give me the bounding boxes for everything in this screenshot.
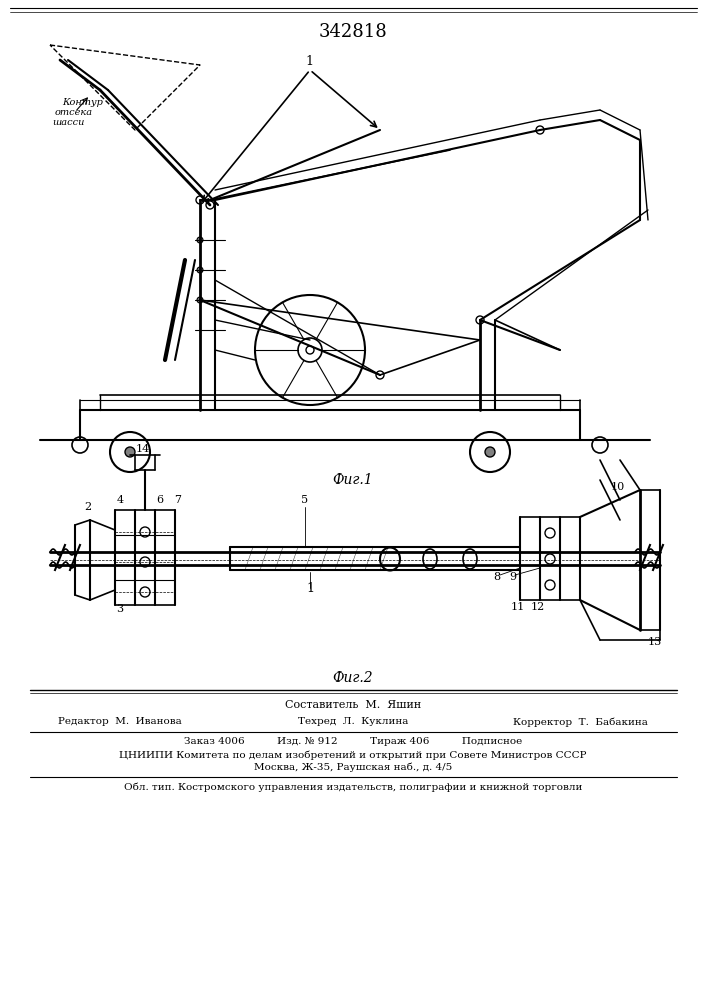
Text: Техред  Л.  Куклина: Техред Л. Куклина — [298, 718, 408, 726]
Circle shape — [197, 297, 203, 303]
Text: 2: 2 — [84, 502, 92, 512]
Circle shape — [125, 447, 135, 457]
Text: 1: 1 — [306, 582, 314, 595]
Text: 6: 6 — [156, 495, 163, 505]
Text: Составитель  М.  Яшин: Составитель М. Яшин — [285, 700, 421, 710]
Text: 7: 7 — [175, 495, 182, 505]
Text: Контур: Контур — [62, 98, 103, 107]
Circle shape — [197, 237, 203, 243]
Text: Редактор  М.  Иванова: Редактор М. Иванова — [58, 718, 182, 726]
Circle shape — [197, 267, 203, 273]
Circle shape — [536, 126, 544, 134]
Text: 11: 11 — [511, 602, 525, 612]
Circle shape — [306, 346, 314, 354]
Circle shape — [485, 447, 495, 457]
Text: 9: 9 — [510, 572, 517, 582]
Text: 8: 8 — [493, 572, 501, 582]
Text: Обл. тип. Костромского управления издательств, полиграфии и книжной торговли: Обл. тип. Костромского управления издате… — [124, 782, 582, 792]
Text: Фиг.1: Фиг.1 — [333, 473, 373, 487]
Text: Корректор  Т.  Бабакина: Корректор Т. Бабакина — [513, 717, 648, 727]
Circle shape — [196, 196, 204, 204]
Text: Фиг.2: Фиг.2 — [333, 671, 373, 685]
Text: 4: 4 — [117, 495, 124, 505]
Text: ЦНИИПИ Комитета по делам изобретений и открытий при Совете Министров СССР: ЦНИИПИ Комитета по делам изобретений и о… — [119, 750, 587, 760]
Text: 13: 13 — [648, 637, 662, 647]
Text: 10: 10 — [611, 482, 625, 492]
Text: шасси: шасси — [52, 118, 84, 127]
Text: 342818: 342818 — [319, 23, 387, 41]
Text: отсека: отсека — [55, 108, 93, 117]
Text: 3: 3 — [117, 604, 124, 614]
Circle shape — [476, 316, 484, 324]
Text: 5: 5 — [301, 495, 308, 505]
Circle shape — [376, 371, 384, 379]
Text: 14: 14 — [136, 444, 150, 454]
Text: Москва, Ж-35, Раушская наб., д. 4/5: Москва, Ж-35, Раушская наб., д. 4/5 — [254, 762, 452, 772]
Text: Заказ 4006          Изд. № 912          Тираж 406          Подписное: Заказ 4006 Изд. № 912 Тираж 406 Подписно… — [184, 738, 522, 746]
Circle shape — [206, 201, 214, 209]
Text: 1: 1 — [305, 55, 313, 68]
Text: 12: 12 — [531, 602, 545, 612]
